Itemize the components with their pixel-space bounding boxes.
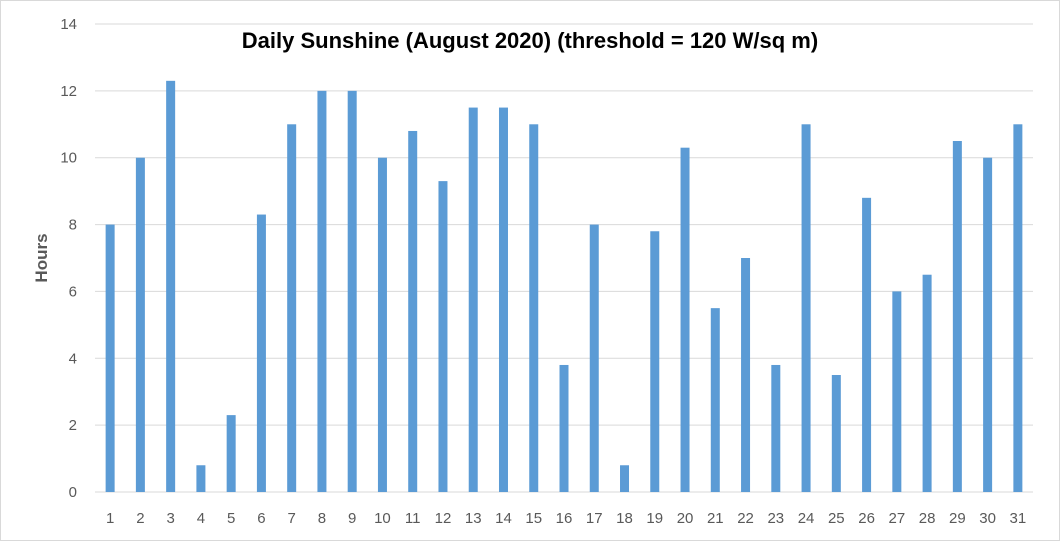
bar-day-17 [589,224,599,493]
bar-day-16 [559,364,569,492]
x-tick-label: 11 [405,510,421,527]
x-tick-label: 27 [888,510,905,527]
bar-day-2 [135,157,145,492]
bar-day-26 [862,197,872,493]
x-tick-label: 6 [257,510,265,527]
x-tick-label: 31 [1010,510,1027,527]
bar-day-4 [196,465,206,492]
bar-day-20 [680,147,690,492]
bar-day-27 [892,291,902,492]
x-tick-label: 17 [586,510,603,527]
x-tick-label: 23 [767,510,784,527]
bar-day-31 [1013,124,1023,493]
chart-title: Daily Sunshine (August 2020) (threshold … [241,28,819,53]
x-tick-label: 21 [707,510,724,527]
x-tick-label: 9 [348,510,356,527]
bars [105,80,1023,493]
x-tick-label: 2 [136,510,144,527]
bar-day-18 [620,465,630,492]
x-tick-label: 29 [949,510,966,527]
x-tick-label: 5 [227,510,235,527]
bar-day-22 [741,258,751,492]
bar-day-13 [468,107,478,493]
bar-day-12 [438,181,448,492]
x-tick-label: 20 [677,510,694,527]
x-tick-label: 10 [374,510,391,527]
bar-day-14 [498,107,508,493]
bar-day-3 [166,80,176,492]
x-tick-label: 16 [556,510,573,527]
x-tick-label: 1 [106,510,114,527]
bar-day-5 [226,415,236,492]
bar-day-10 [377,157,387,492]
x-tick-label: 28 [919,510,936,527]
bar-day-25 [831,375,841,492]
bar-day-7 [287,124,297,493]
bar-day-21 [710,308,720,492]
x-tick-label: 18 [616,510,633,527]
y-tick-label: 12 [60,83,77,100]
bar-day-24 [801,124,811,493]
y-tick-label: 2 [69,417,77,434]
bar-day-8 [317,90,327,492]
x-tick-label: 7 [288,510,296,527]
bar-day-30 [983,157,993,492]
x-tick-label: 25 [828,510,845,527]
bar-day-9 [347,90,357,492]
gridlines [95,23,1033,493]
bar-day-28 [922,274,932,492]
x-tick-label: 24 [798,510,815,527]
x-tick-label: 30 [979,510,996,527]
x-tick-label: 15 [525,510,542,527]
bar-day-23 [771,364,781,492]
bar-day-1 [105,224,115,493]
x-tick-labels: 1 2 3 4 5 6 7 8 9 10 11 12 13 14 15 16 17 18 19 20 21 22 23 24 2… [106,510,1026,527]
y-tick-labels: 0 2 4 6 8 10 12 14 [60,16,77,501]
y-tick-label: 8 [69,217,77,234]
y-tick-label: 4 [69,350,77,367]
x-tick-label: 19 [646,510,663,527]
bar-day-11 [408,130,418,492]
y-tick-label: 6 [69,283,77,300]
y-tick-label: 14 [60,16,77,33]
bar-day-19 [650,231,660,492]
bar-day-6 [256,214,266,493]
x-tick-label: 8 [318,510,326,527]
y-tick-label: 0 [69,484,77,501]
x-tick-label: 13 [465,510,482,527]
x-tick-label: 12 [435,510,452,527]
bar-day-29 [952,141,962,492]
x-tick-label: 4 [197,510,205,527]
x-tick-label: 3 [166,510,174,527]
x-tick-label: 26 [858,510,875,527]
y-tick-label: 10 [60,150,77,167]
x-tick-label: 14 [495,510,512,527]
x-tick-label: 22 [737,510,754,527]
bar-day-15 [529,124,539,493]
